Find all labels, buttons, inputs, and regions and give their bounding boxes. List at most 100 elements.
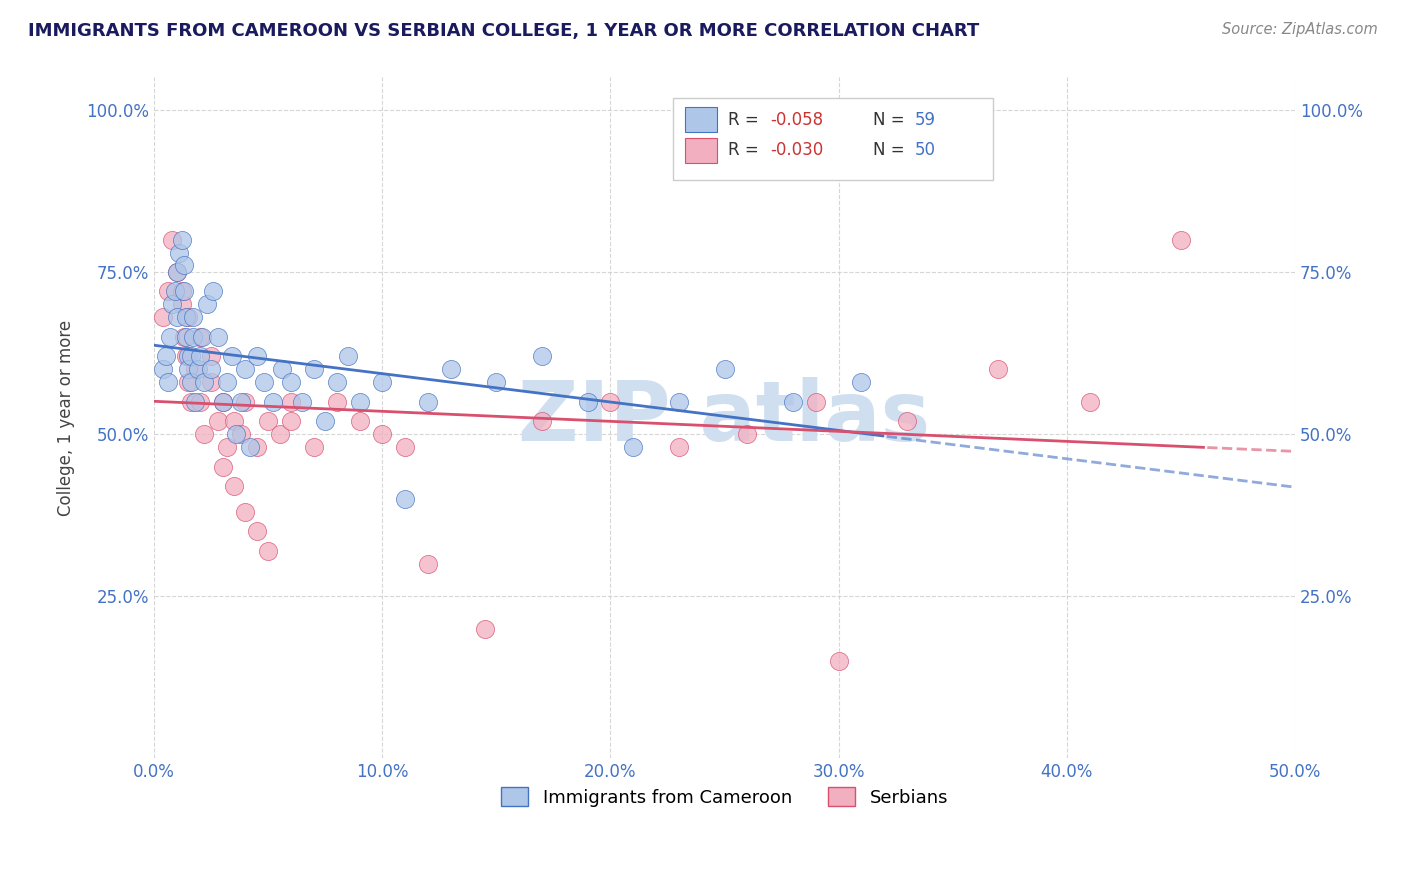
Point <box>159 330 181 344</box>
Point <box>531 349 554 363</box>
Point <box>174 330 197 344</box>
Point <box>302 440 325 454</box>
Point <box>668 440 690 454</box>
Point <box>162 297 184 311</box>
Point <box>291 394 314 409</box>
Point <box>193 427 215 442</box>
Point <box>167 245 190 260</box>
Point <box>173 285 195 299</box>
Point <box>181 330 204 344</box>
Point <box>174 349 197 363</box>
FancyBboxPatch shape <box>685 138 717 162</box>
Point <box>173 259 195 273</box>
Point <box>235 362 257 376</box>
Point <box>181 310 204 325</box>
Text: 59: 59 <box>915 111 936 128</box>
Point <box>170 233 193 247</box>
Point <box>170 285 193 299</box>
Point <box>200 362 222 376</box>
Legend: Immigrants from Cameroon, Serbians: Immigrants from Cameroon, Serbians <box>494 780 955 814</box>
Point <box>217 440 239 454</box>
Text: -0.030: -0.030 <box>770 141 824 160</box>
Text: ZIP atlas: ZIP atlas <box>519 377 931 458</box>
Point <box>207 330 229 344</box>
Point <box>184 362 207 376</box>
Point <box>271 362 294 376</box>
Point <box>474 622 496 636</box>
FancyBboxPatch shape <box>685 107 717 132</box>
Point <box>1078 394 1101 409</box>
Point <box>246 349 269 363</box>
Point <box>713 362 735 376</box>
Point <box>225 427 247 442</box>
Point <box>191 330 214 344</box>
Point <box>827 654 849 668</box>
Point <box>188 349 211 363</box>
Point <box>371 376 394 390</box>
Point <box>156 376 179 390</box>
Point <box>416 557 439 571</box>
Point <box>485 376 508 390</box>
Point <box>229 394 252 409</box>
Point <box>371 427 394 442</box>
Point <box>576 394 599 409</box>
Point <box>166 265 188 279</box>
Point <box>166 310 188 325</box>
Point <box>221 349 243 363</box>
Point <box>186 362 208 376</box>
Text: 50: 50 <box>915 141 936 160</box>
Point <box>1170 233 1192 247</box>
Point <box>173 330 195 344</box>
Point <box>851 376 873 390</box>
Point <box>668 394 690 409</box>
Point <box>325 376 347 390</box>
Point <box>257 544 280 558</box>
Point <box>280 376 302 390</box>
Point <box>211 394 233 409</box>
Text: R =: R = <box>728 141 763 160</box>
Point <box>200 376 222 390</box>
Point <box>177 376 200 390</box>
Point <box>184 394 207 409</box>
Point <box>337 349 360 363</box>
Y-axis label: College, 1 year or more: College, 1 year or more <box>58 320 75 516</box>
Text: -0.058: -0.058 <box>770 111 824 128</box>
Point <box>163 285 186 299</box>
Point <box>253 376 276 390</box>
Point <box>170 297 193 311</box>
Point <box>207 414 229 428</box>
Point <box>180 349 202 363</box>
Point <box>782 394 804 409</box>
Point <box>222 479 245 493</box>
Point <box>188 330 211 344</box>
Point <box>896 414 918 428</box>
Point <box>325 394 347 409</box>
Point <box>440 362 463 376</box>
Point <box>155 349 177 363</box>
Point <box>621 440 644 454</box>
Point <box>180 394 202 409</box>
Text: N =: N = <box>873 141 910 160</box>
Point <box>804 394 827 409</box>
Point <box>152 362 174 376</box>
Point <box>200 349 222 363</box>
Text: IMMIGRANTS FROM CAMEROON VS SERBIAN COLLEGE, 1 YEAR OR MORE CORRELATION CHART: IMMIGRANTS FROM CAMEROON VS SERBIAN COLL… <box>28 22 980 40</box>
Point <box>235 394 257 409</box>
Point <box>180 376 202 390</box>
Point <box>156 285 179 299</box>
Point <box>195 297 218 311</box>
Point <box>239 440 262 454</box>
FancyBboxPatch shape <box>673 98 993 179</box>
Point <box>174 310 197 325</box>
Point <box>188 394 211 409</box>
Point <box>177 362 200 376</box>
Point <box>229 427 252 442</box>
Point <box>280 394 302 409</box>
Point <box>599 394 621 409</box>
Point <box>394 491 416 506</box>
Point <box>349 414 371 428</box>
Point <box>262 394 284 409</box>
Point <box>416 394 439 409</box>
Point <box>531 414 554 428</box>
Point <box>302 362 325 376</box>
